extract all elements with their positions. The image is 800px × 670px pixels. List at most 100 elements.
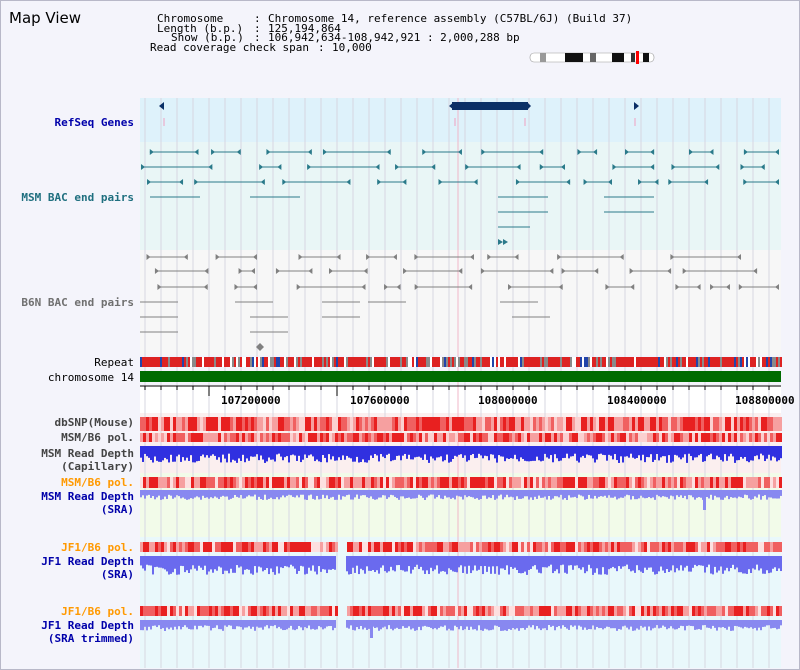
track-label-chromosome[interactable]: chromosome 14 bbox=[47, 371, 134, 384]
track-label-jf1-b6-pol-2[interactable]: JF1/B6 pol. bbox=[61, 605, 134, 618]
depth-bar bbox=[238, 620, 240, 627]
depth-bar bbox=[728, 556, 730, 572]
polymorphism-cell bbox=[566, 542, 569, 552]
polymorphism-cell bbox=[191, 606, 194, 616]
repeat-segment bbox=[766, 357, 768, 367]
polymorphism-cell bbox=[737, 542, 740, 552]
polymorphism-cell bbox=[689, 433, 692, 442]
depth-bar bbox=[176, 556, 178, 575]
repeat-segment bbox=[464, 357, 466, 367]
polymorphism-cell bbox=[770, 606, 773, 616]
b6n-bac-pair-end bbox=[366, 254, 371, 260]
depth-bar bbox=[292, 556, 294, 567]
polymorphism-cell bbox=[302, 542, 305, 552]
polymorphism-cell bbox=[746, 433, 749, 442]
msm-bac-pair-end bbox=[322, 149, 327, 155]
polymorphism-cell bbox=[209, 433, 212, 442]
track-label-msm-depth-capillary[interactable]: MSM Read Depth bbox=[41, 447, 134, 460]
polymorphism-cell bbox=[725, 477, 728, 488]
depth-bar bbox=[324, 490, 326, 499]
depth-bar bbox=[182, 556, 184, 567]
depth-bar bbox=[160, 556, 162, 568]
depth-bar bbox=[158, 620, 160, 626]
repeat-segment bbox=[280, 357, 282, 367]
track-label-jf1-depth-sra[interactable]: JF1 Read Depth bbox=[41, 555, 134, 568]
polymorphism-cell bbox=[413, 606, 416, 616]
polymorphism-cell bbox=[572, 606, 575, 616]
polymorphism-cell bbox=[626, 433, 629, 442]
msm-bac-pair-end bbox=[515, 179, 520, 185]
depth-bar bbox=[474, 620, 476, 630]
polymorphism-cell bbox=[251, 477, 254, 488]
track-label-msm-bac[interactable]: MSM BAC end pairs bbox=[21, 191, 134, 204]
polymorphism-cell bbox=[170, 542, 173, 552]
repeat-segment bbox=[182, 357, 184, 367]
depth-bar bbox=[258, 556, 260, 567]
repeat-segment bbox=[436, 357, 438, 367]
depth-bar bbox=[718, 446, 720, 458]
polymorphism-cell bbox=[197, 417, 200, 431]
depth-bar bbox=[586, 490, 588, 500]
repeat-segment bbox=[584, 357, 586, 367]
b6n-bac-pair-end bbox=[675, 284, 680, 290]
depth-bar bbox=[684, 620, 686, 631]
track-label-msm-b6-pol[interactable]: MSM/B6 pol. bbox=[61, 431, 134, 444]
polymorphism-cell bbox=[533, 477, 536, 488]
depth-bar bbox=[722, 620, 724, 628]
depth-bar bbox=[662, 446, 664, 457]
polymorphism-cell bbox=[761, 433, 764, 442]
track-label-refseq-genes[interactable]: RefSeq Genes bbox=[54, 116, 134, 129]
depth-bar bbox=[178, 446, 180, 455]
depth-bar bbox=[668, 490, 670, 499]
polymorphism-cell bbox=[641, 477, 644, 488]
msm-bac-pair-end bbox=[465, 164, 470, 170]
track-label-jf1-b6-pol[interactable]: JF1/B6 pol. bbox=[61, 541, 134, 554]
polymorphism-cell bbox=[380, 433, 383, 442]
repeat-segment bbox=[274, 357, 276, 367]
polymorphism-cell bbox=[608, 606, 611, 616]
track-label-dbsnp[interactable]: dbSNP(Mouse) bbox=[54, 416, 134, 429]
info-separator: : bbox=[254, 31, 261, 44]
polymorphism-cell bbox=[437, 606, 440, 616]
chromosome-ideogram[interactable] bbox=[529, 51, 655, 64]
polymorphism-cell bbox=[620, 542, 623, 552]
depth-bar bbox=[206, 620, 208, 626]
track-label-msm-depth-sra[interactable]: MSM Read Depth bbox=[41, 490, 134, 503]
depth-bar bbox=[192, 620, 194, 630]
polymorphism-cell bbox=[431, 542, 434, 552]
repeat-segment bbox=[548, 357, 550, 367]
polymorphism-cell bbox=[599, 477, 602, 488]
depth-bar bbox=[520, 446, 522, 458]
depth-bar bbox=[714, 556, 716, 567]
depth-bar bbox=[350, 556, 352, 574]
depth-bar bbox=[634, 556, 636, 573]
polymorphism-cell bbox=[647, 542, 650, 552]
track-label-repeat[interactable]: Repeat bbox=[94, 356, 134, 369]
polymorphism-cell bbox=[728, 417, 731, 431]
depth-bar bbox=[556, 620, 558, 628]
msm-bac-pair-end bbox=[377, 179, 382, 185]
polymorphism-cell bbox=[644, 477, 647, 488]
polymorphism-cell bbox=[743, 433, 746, 442]
depth-bar bbox=[328, 620, 330, 627]
polymorphism-cell bbox=[677, 433, 680, 442]
polymorphism-cell bbox=[752, 477, 755, 488]
polymorphism-cell bbox=[398, 477, 401, 488]
depth-bar bbox=[494, 620, 496, 626]
b6n-bac-pair-end bbox=[753, 268, 758, 274]
track-label-msm-b6-pol-2[interactable]: MSM/B6 pol. bbox=[61, 476, 134, 489]
polymorphism-cell bbox=[545, 433, 548, 442]
depth-bar bbox=[288, 490, 290, 495]
depth-bar bbox=[488, 490, 490, 498]
track-label-jf1-depth-trimmed[interactable]: JF1 Read Depth bbox=[41, 619, 134, 632]
depth-bar bbox=[168, 620, 170, 630]
depth-bar bbox=[562, 446, 564, 459]
depth-bar bbox=[648, 490, 650, 498]
repeat-segment bbox=[218, 357, 220, 367]
polymorphism-cell bbox=[569, 433, 572, 442]
polymorphism-cell bbox=[506, 477, 509, 488]
polymorphism-cell bbox=[383, 433, 386, 442]
track-label-b6n-bac[interactable]: B6N BAC end pairs bbox=[21, 296, 134, 309]
depth-bar bbox=[728, 490, 730, 500]
polymorphism-cell bbox=[761, 417, 764, 431]
